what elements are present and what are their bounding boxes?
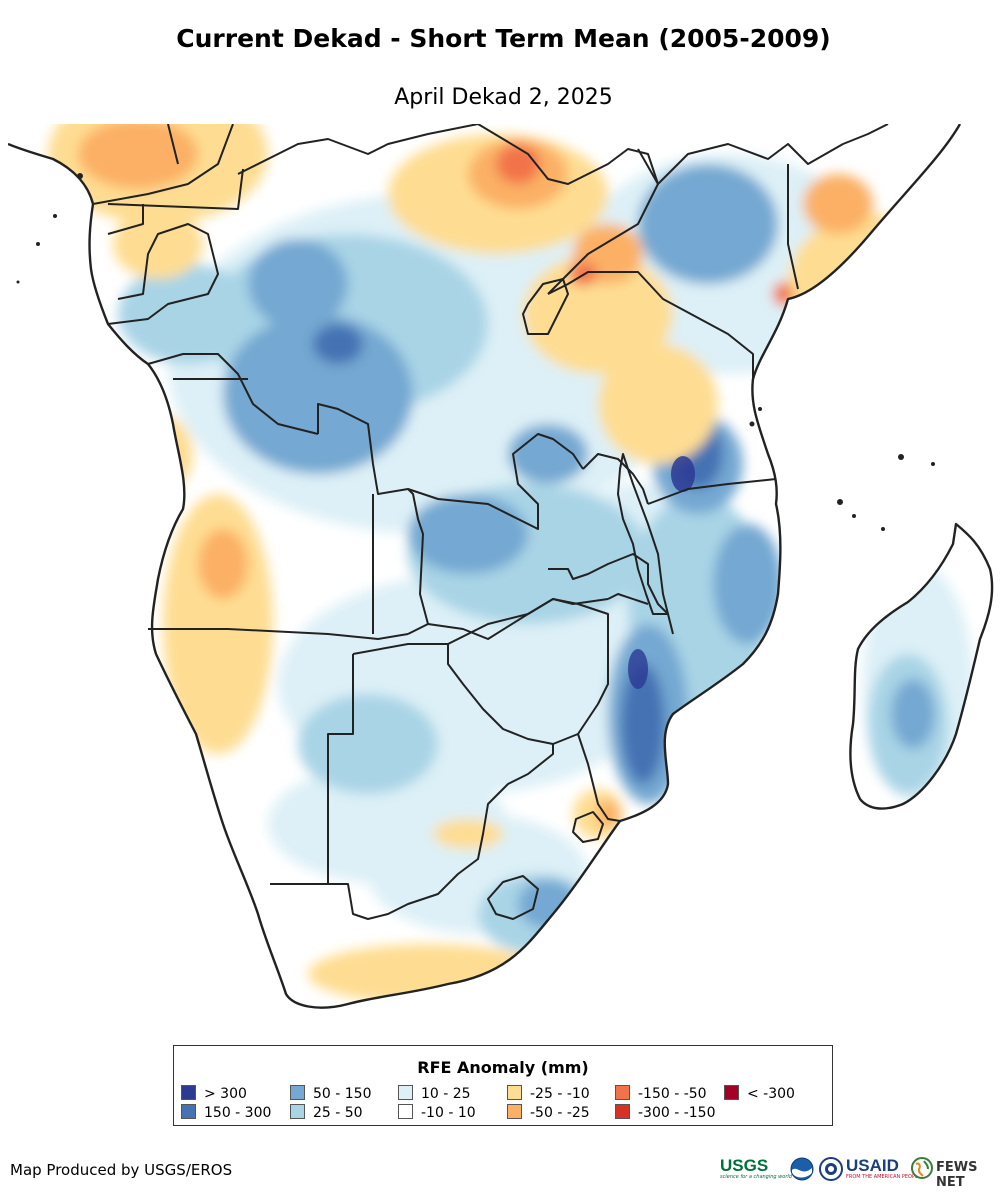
noaa-icon	[790, 1157, 814, 1185]
legend-item-lt-neg300: < -300	[724, 1085, 795, 1102]
legend-swatch	[615, 1104, 630, 1119]
legend-swatch	[724, 1085, 739, 1100]
legend-swatch	[398, 1104, 413, 1119]
legend-item-neg50-neg25: -50 - -25	[507, 1104, 590, 1121]
usgs-logo: USGS science for a changing world	[720, 1156, 792, 1180]
legend-swatch	[507, 1104, 522, 1119]
map-title: Current Dekad - Short Term Mean (2005-20…	[176, 24, 831, 53]
rainfall-anomaly-map	[8, 124, 1000, 1024]
legend-item-25-50: 25 - 50	[290, 1104, 363, 1121]
legend-item-neg25-neg10: -25 - -10	[507, 1085, 590, 1102]
legend-item-gt-300: > 300	[181, 1085, 247, 1102]
legend-swatch	[507, 1085, 522, 1100]
map-subtitle: April Dekad 2, 2025	[394, 85, 613, 110]
legend-item-neg150-neg50: -150 - -50	[615, 1085, 707, 1102]
legend-swatch	[290, 1085, 305, 1100]
agency-logos: USGS science for a changing world USAID …	[720, 1154, 1002, 1190]
legend-swatch	[615, 1085, 630, 1100]
map-credit: Map Produced by USGS/EROS	[10, 1161, 233, 1179]
fewsnet-logo: FEWS NET	[936, 1160, 978, 1190]
legend-item-50-150: 50 - 150	[290, 1085, 372, 1102]
legend-title: RFE Anomaly (mm)	[417, 1058, 589, 1077]
legend-swatch	[290, 1104, 305, 1119]
usaid-logo: USAID FROM THE AMERICAN PEOPLE	[846, 1156, 921, 1180]
legend-item-neg300-neg150: -300 - -150	[615, 1104, 716, 1121]
legend-item-150-300: 150 - 300	[181, 1104, 271, 1121]
legend-item-10-25: 10 - 25	[398, 1085, 471, 1102]
legend-item-neg10-10: -10 - 10	[398, 1104, 476, 1121]
legend-swatch	[398, 1085, 413, 1100]
doc-seal-icon	[819, 1157, 843, 1185]
fewsnet-globe-icon	[911, 1157, 933, 1183]
map-legend: RFE Anomaly (mm) > 300 150 - 300 50 - 15…	[173, 1045, 833, 1126]
legend-swatch	[181, 1085, 196, 1100]
legend-swatch	[181, 1104, 196, 1119]
